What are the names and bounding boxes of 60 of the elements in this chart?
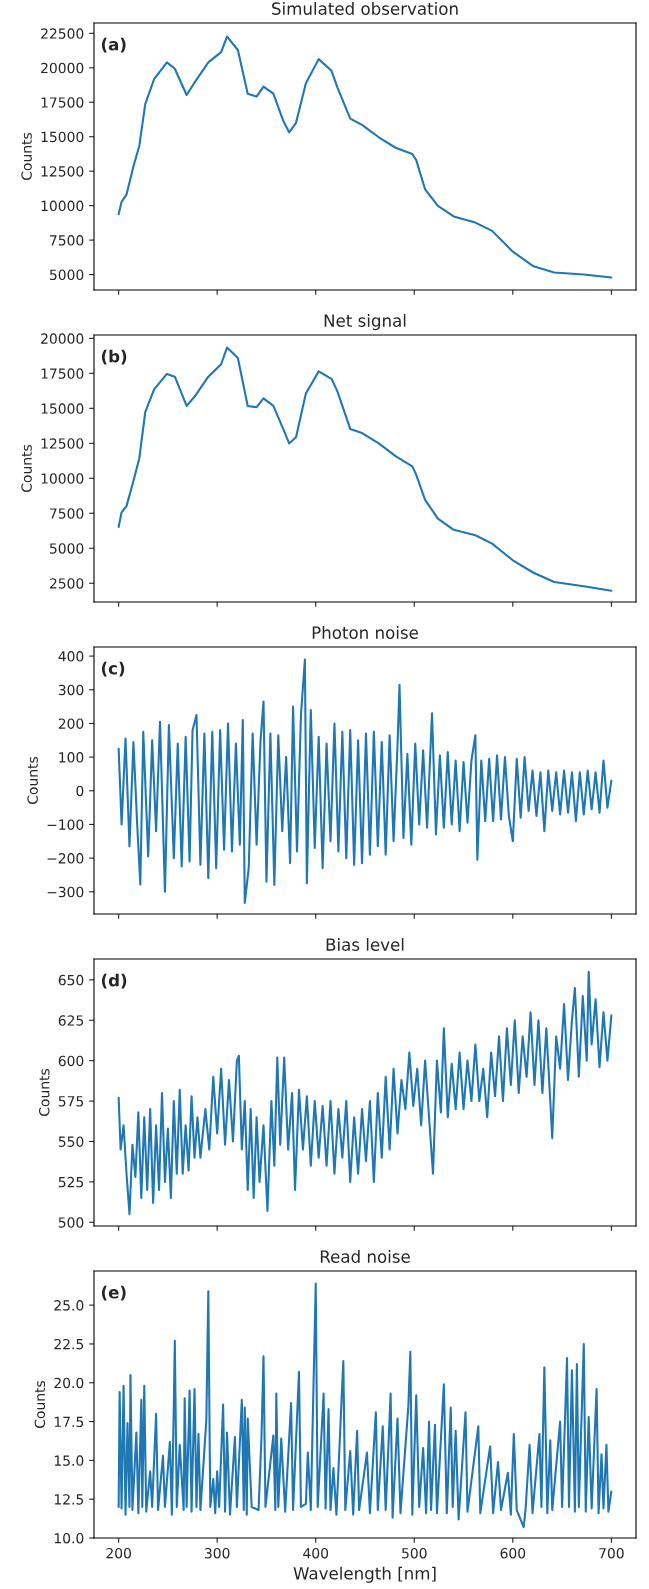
y-tick-label: 20.0 xyxy=(54,1377,84,1389)
y-axis-title: Counts xyxy=(21,444,32,492)
y-axis-title: Counts xyxy=(34,1380,46,1428)
y-tick-label: 20000 xyxy=(41,62,84,74)
chart-title: Simulated observation xyxy=(272,2,458,15)
y-tick-label: 2500 xyxy=(49,578,84,589)
y-tick-label: −300 xyxy=(47,886,84,898)
y-tick-label: 300 xyxy=(58,684,84,696)
annotation: (c) xyxy=(101,661,125,677)
annotation: (a) xyxy=(101,37,126,53)
y-tick-label: 12500 xyxy=(41,166,84,177)
annotation: (e) xyxy=(101,1285,126,1301)
y-tick-label: 17.5 xyxy=(54,1416,84,1428)
y-tick-label: 25.0 xyxy=(54,1300,84,1311)
y-tick-label: 650 xyxy=(58,974,84,986)
y-tick-label: 17500 xyxy=(41,368,84,379)
y-tick-label: 7500 xyxy=(50,508,84,519)
y-tick-label: 550 xyxy=(58,1136,84,1147)
x-tick-label: 300 xyxy=(204,1547,230,1559)
chart-title: Photon noise xyxy=(312,626,418,639)
y-tick-label: 15000 xyxy=(41,403,84,414)
x-tick-label: 600 xyxy=(500,1547,526,1559)
y-tick-label: 22500 xyxy=(41,28,84,39)
chart-title: Read noise xyxy=(320,1250,410,1263)
y-tick-label: 17500 xyxy=(41,97,84,108)
x-tick-label: 500 xyxy=(402,1547,427,1559)
x-tick-label: 700 xyxy=(599,1547,624,1559)
y-tick-label: −200 xyxy=(47,853,84,864)
y-tick-label: 22.5 xyxy=(54,1338,84,1350)
y-tick-label: 10000 xyxy=(41,473,84,484)
x-tick-label: 400 xyxy=(303,1547,329,1559)
y-tick-label: −100 xyxy=(47,819,84,830)
y-tick-label: 625 xyxy=(58,1015,84,1026)
y-tick-label: 10000 xyxy=(41,200,84,212)
chart-title: Net signal xyxy=(324,314,406,331)
annotation: (b) xyxy=(101,349,127,365)
y-tick-label: 600 xyxy=(58,1055,84,1067)
y-tick-label: 15.0 xyxy=(54,1455,84,1466)
y-tick-label: 400 xyxy=(58,651,84,662)
y-tick-label: 500 xyxy=(58,1217,84,1228)
y-tick-label: 0 xyxy=(76,785,84,797)
x-tick-label: 200 xyxy=(106,1547,131,1559)
y-tick-label: 15000 xyxy=(41,131,84,143)
y-tick-label: 12500 xyxy=(41,438,84,449)
y-axis-title: Counts xyxy=(39,1068,50,1116)
y-tick-label: 10.0 xyxy=(54,1532,84,1544)
y-tick-label: 5000 xyxy=(50,269,84,281)
y-tick-label: 200 xyxy=(58,718,84,729)
y-tick-label: 525 xyxy=(58,1176,84,1188)
y-tick-label: 12.5 xyxy=(54,1494,84,1505)
y-tick-label: 100 xyxy=(59,752,84,763)
y-axis-title: Counts xyxy=(21,132,32,180)
x-axis-title: Wavelength [nm] xyxy=(293,1566,436,1583)
y-tick-label: 5000 xyxy=(50,543,84,554)
annotation: (d) xyxy=(101,973,127,989)
y-axis-title: Counts xyxy=(27,756,38,804)
y-tick-label: 575 xyxy=(58,1096,84,1107)
y-tick-label: 7500 xyxy=(50,235,84,246)
chart-title: Bias level xyxy=(326,938,404,951)
y-tick-label: 20000 xyxy=(41,333,84,344)
